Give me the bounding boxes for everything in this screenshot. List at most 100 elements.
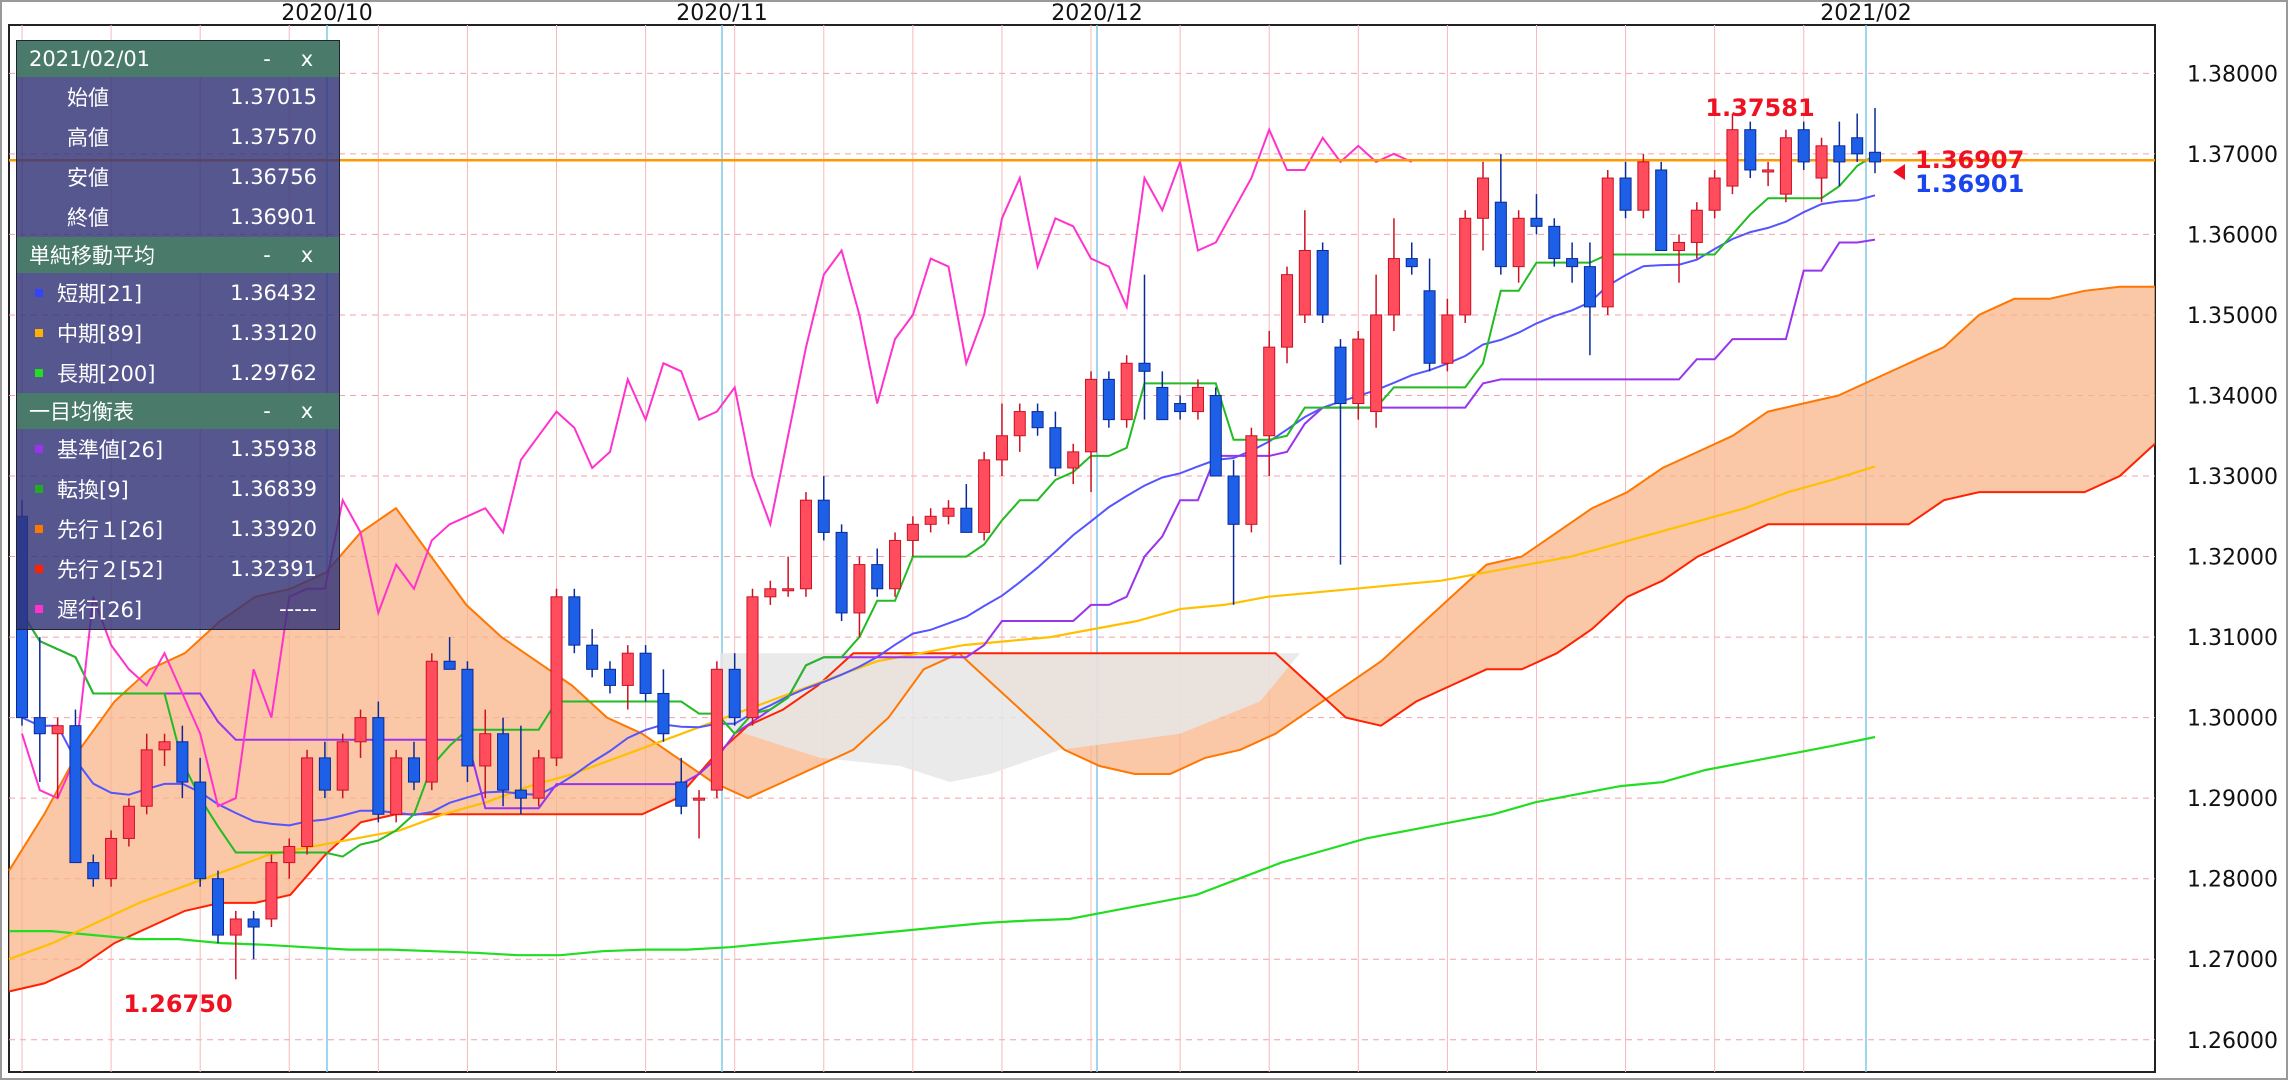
series-swatch-icon	[35, 445, 43, 453]
sma-long-line	[9, 735, 1876, 957]
candle-body	[960, 507, 973, 533]
minimize-button[interactable]: -	[263, 47, 271, 71]
candle-body	[1708, 177, 1721, 211]
candle-body	[1352, 338, 1365, 405]
candle-body	[1566, 258, 1579, 268]
ichimoku-label: 先行１[26]	[17, 514, 197, 544]
candle-body	[799, 499, 812, 590]
ichimoku-row: 先行２[52] 1.32391	[17, 549, 339, 589]
candle-body	[835, 531, 848, 614]
candle-body	[1690, 209, 1703, 243]
ichimoku-value: 1.36839	[230, 477, 317, 501]
ohlc-label: 終値	[67, 206, 109, 230]
candle-body	[1370, 314, 1383, 413]
ichimoku-value: -----	[279, 597, 317, 621]
ohlc-value: 1.37015	[230, 85, 317, 109]
sma-title: 単純移動平均	[29, 244, 155, 268]
candle-body	[1334, 346, 1347, 405]
y-tick-label: 1.27000	[2187, 948, 2278, 973]
sma-row: 中期[89] 1.33120	[17, 313, 339, 353]
candle-body	[1031, 411, 1044, 429]
candle-body	[817, 499, 830, 533]
candle-body	[265, 862, 278, 920]
candle-body	[586, 644, 599, 670]
candle-body	[1227, 475, 1240, 525]
candle-body	[105, 837, 118, 880]
indicator-panel: 2021/02/01 - x 始値 1.37015 高値 1.37570 安値 1.367…	[16, 40, 340, 630]
candle-body	[1672, 241, 1686, 252]
candle-body	[1441, 314, 1454, 364]
candle-body	[1298, 250, 1311, 316]
candle-body	[122, 805, 135, 839]
y-tick-label: 1.34000	[2187, 384, 2278, 409]
ichimoku-header: 一目均衡表 - x	[17, 393, 339, 429]
ichimoku-title: 一目均衡表	[29, 400, 134, 424]
ohlc-header: 2021/02/01 - x	[17, 41, 339, 77]
candle-body	[621, 652, 634, 686]
y-tick-label: 1.29000	[2187, 787, 2278, 812]
sma-list: 短期[21] 1.36432 中期[89] 1.33120 長期[200] 1.29762	[17, 273, 339, 393]
sma-label: 長期[200]	[17, 358, 197, 388]
candle-body	[942, 507, 955, 517]
sma-header: 単純移動平均 - x	[17, 237, 339, 273]
ohlc-date: 2021/02/01	[29, 47, 151, 71]
x-tick-label: 2021/02	[1820, 1, 1911, 26]
candle-body	[1583, 266, 1596, 308]
candle-body	[1815, 145, 1828, 179]
candle-body	[1423, 290, 1436, 364]
candle-body	[1476, 177, 1490, 219]
y-tick-label: 1.36000	[2187, 223, 2278, 248]
minimize-button[interactable]: -	[263, 243, 271, 267]
y-tick-label: 1.37000	[2187, 143, 2278, 168]
last-price-red: 1.36907	[1915, 146, 2024, 174]
candle-body	[194, 781, 207, 880]
candle-body	[1209, 394, 1222, 477]
series-swatch-icon	[35, 485, 43, 493]
candle-body	[69, 725, 82, 864]
high-price-label: 1.37581	[1705, 94, 1814, 122]
candle-body	[871, 564, 884, 590]
close-button[interactable]: x	[300, 399, 314, 423]
ichimoku-value: 1.32391	[230, 557, 317, 581]
candle-body	[1138, 362, 1151, 372]
candle-body	[1494, 201, 1507, 268]
ohlc-list: 始値 1.37015 高値 1.37570 安値 1.36756 終値 1.36901	[17, 77, 339, 237]
ichimoku-value: 1.35938	[230, 437, 317, 461]
candle-body	[247, 918, 260, 928]
ichimoku-label: 遅行[26]	[17, 594, 197, 624]
candle-body	[390, 757, 403, 815]
candle-body	[853, 564, 866, 614]
candle-body	[1797, 129, 1810, 163]
candle-body	[906, 523, 919, 541]
candle-body	[1762, 169, 1775, 173]
senkou-span-b-line	[8, 443, 2156, 993]
ichimoku-row: 基準値[26] 1.35938	[17, 429, 339, 469]
ohlc-row: 高値 1.37570	[17, 117, 339, 157]
ohlc-label: 始値	[67, 86, 109, 110]
ichimoku-value: 1.33920	[230, 517, 317, 541]
y-tick-label: 1.28000	[2187, 868, 2278, 893]
y-tick-label: 1.33000	[2187, 465, 2278, 490]
candle-body	[1085, 378, 1098, 453]
candle-body	[1619, 177, 1632, 211]
series-swatch-icon	[35, 329, 43, 337]
kumo-cloud-twist	[720, 653, 1300, 783]
y-tick-label: 1.26000	[2187, 1029, 2278, 1054]
candle-body	[1191, 386, 1204, 413]
y-tick-label: 1.38000	[2187, 62, 2278, 87]
y-tick-label: 1.32000	[2187, 546, 2278, 571]
ichimoku-label: 転換[9]	[17, 474, 197, 504]
candle-body	[995, 435, 1008, 461]
ichimoku-label: 基準値[26]	[17, 434, 197, 464]
series-swatch-icon	[35, 525, 43, 533]
low-price-label: 1.26750	[123, 990, 232, 1018]
close-button[interactable]: x	[300, 243, 314, 267]
close-button[interactable]: x	[300, 47, 314, 71]
candle-body	[354, 717, 367, 743]
candle-body	[1049, 427, 1062, 469]
candle-body	[1387, 258, 1400, 316]
minimize-button[interactable]: -	[263, 399, 271, 423]
candle-body	[1405, 258, 1418, 268]
